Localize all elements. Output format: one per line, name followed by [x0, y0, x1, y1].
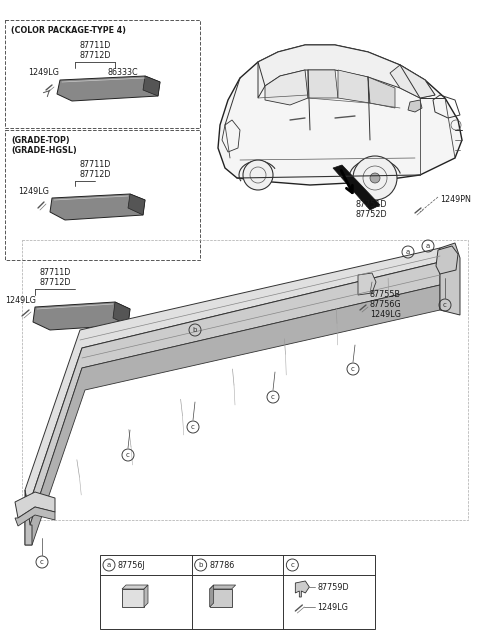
Polygon shape — [338, 70, 370, 103]
Text: 86333C: 86333C — [108, 68, 139, 77]
Polygon shape — [25, 248, 440, 508]
Text: 87786: 87786 — [210, 560, 235, 569]
Text: 1249LG: 1249LG — [317, 602, 348, 611]
Text: 87756J: 87756J — [118, 560, 145, 569]
Text: c: c — [351, 366, 355, 372]
Polygon shape — [25, 490, 32, 545]
Text: 1249LG: 1249LG — [370, 310, 401, 319]
Text: b: b — [198, 562, 203, 568]
Text: c: c — [271, 394, 275, 400]
Text: b: b — [193, 327, 197, 333]
Polygon shape — [144, 585, 148, 607]
Text: (GRADE-HGSL): (GRADE-HGSL) — [11, 146, 77, 155]
Text: c: c — [443, 302, 447, 308]
Text: (COLOR PACKAGE-TYPE 4): (COLOR PACKAGE-TYPE 4) — [11, 26, 126, 35]
Polygon shape — [408, 100, 422, 112]
Polygon shape — [57, 76, 160, 101]
Polygon shape — [358, 273, 376, 295]
Text: 87751D: 87751D — [356, 200, 387, 209]
Polygon shape — [333, 165, 380, 210]
Text: 1249LG: 1249LG — [28, 68, 59, 77]
Text: (GRADE-TOP): (GRADE-TOP) — [11, 136, 70, 145]
Polygon shape — [440, 243, 460, 315]
Polygon shape — [258, 45, 435, 98]
Text: c: c — [126, 452, 130, 458]
Circle shape — [353, 156, 397, 200]
Text: c: c — [40, 559, 44, 565]
Polygon shape — [295, 581, 309, 597]
Text: a: a — [406, 249, 410, 255]
Circle shape — [243, 160, 273, 190]
Polygon shape — [265, 70, 308, 105]
Text: 1249LG: 1249LG — [5, 296, 36, 305]
Polygon shape — [50, 194, 145, 220]
Polygon shape — [33, 302, 130, 330]
Polygon shape — [390, 65, 435, 98]
Polygon shape — [25, 285, 440, 545]
Polygon shape — [143, 76, 160, 96]
Text: 1249PN: 1249PN — [440, 195, 471, 204]
Polygon shape — [128, 194, 145, 215]
Text: 87712D: 87712D — [79, 170, 111, 179]
Text: c: c — [290, 562, 294, 568]
Polygon shape — [436, 246, 458, 274]
Text: 87755B: 87755B — [370, 290, 401, 299]
Polygon shape — [122, 585, 148, 589]
Polygon shape — [122, 589, 144, 607]
Circle shape — [370, 173, 380, 183]
Text: 87711D: 87711D — [79, 41, 111, 50]
Polygon shape — [113, 302, 130, 325]
Polygon shape — [15, 492, 55, 518]
Polygon shape — [210, 585, 214, 607]
Text: 87712D: 87712D — [39, 278, 71, 287]
Polygon shape — [25, 262, 440, 525]
Polygon shape — [218, 45, 462, 185]
Polygon shape — [308, 70, 338, 98]
Text: 87711D: 87711D — [39, 268, 71, 277]
Text: 87712D: 87712D — [79, 51, 111, 60]
Text: 87759D: 87759D — [317, 583, 349, 591]
Text: c: c — [191, 424, 195, 430]
Text: 87756G: 87756G — [370, 300, 402, 309]
Text: a: a — [426, 243, 430, 249]
Text: 87752D: 87752D — [356, 210, 388, 219]
Polygon shape — [210, 589, 232, 607]
Text: 87711D: 87711D — [79, 160, 111, 169]
Text: 1249LG: 1249LG — [18, 187, 49, 196]
Polygon shape — [15, 507, 55, 526]
Polygon shape — [368, 77, 395, 108]
Polygon shape — [210, 585, 236, 589]
Text: a: a — [107, 562, 111, 568]
